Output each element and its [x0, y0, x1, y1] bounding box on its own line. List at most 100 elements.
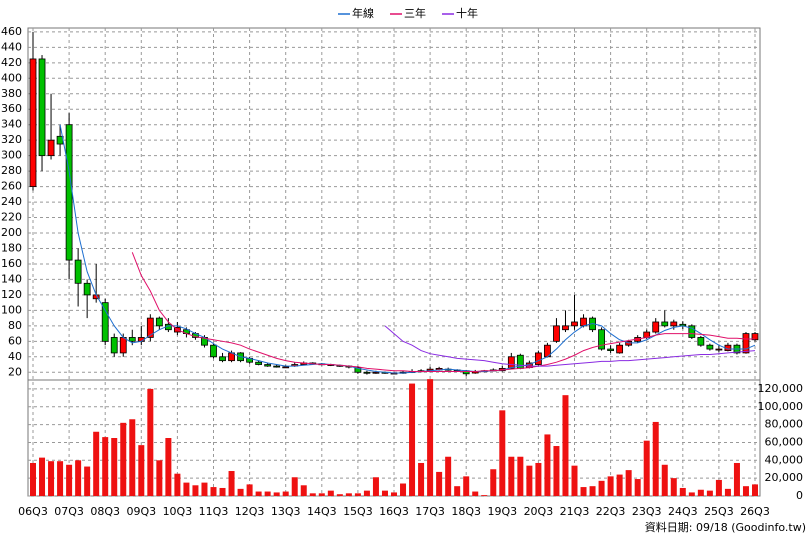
volume-bar — [228, 471, 235, 496]
y-tick-label: 340 — [1, 118, 22, 131]
volume-bar — [264, 491, 271, 496]
volume-bar — [354, 493, 361, 496]
volume-bar — [327, 490, 334, 496]
y-tick-label: 200 — [1, 226, 22, 239]
y-tick-label: 80 — [8, 319, 22, 332]
candle-body — [101, 302, 109, 342]
y2-tick-label: 120,000 — [758, 382, 804, 395]
x-tick-label: 11Q3 — [199, 505, 229, 518]
volume-bar — [598, 480, 605, 496]
volume-bar — [535, 462, 542, 496]
ma-line — [59, 124, 756, 374]
volume-bar — [472, 491, 479, 496]
candle-body — [29, 58, 37, 187]
volume-bar — [147, 388, 154, 496]
x-tick-label: 13Q3 — [271, 505, 301, 518]
volume-bar — [273, 492, 280, 496]
volume-bar — [418, 462, 425, 496]
volume-bar — [93, 431, 100, 496]
volume-bar — [111, 438, 118, 496]
volume-bar — [372, 477, 379, 496]
y2-tick-label: 20,000 — [765, 471, 804, 484]
candle-body — [553, 325, 560, 342]
volume-bar — [580, 487, 587, 496]
x-tick-label: 15Q3 — [343, 505, 373, 518]
candle-body — [128, 337, 136, 342]
volume-bar — [336, 494, 343, 496]
volume-bar — [454, 486, 461, 496]
volume-bar — [138, 445, 145, 496]
volume-bar — [508, 456, 515, 496]
legend-label: 年線 — [352, 6, 374, 20]
volume-bar — [237, 488, 244, 496]
x-tick-label: 17Q3 — [415, 505, 445, 518]
volume-bar — [490, 469, 497, 496]
ma-line — [131, 252, 755, 372]
x-tick-label: 22Q3 — [596, 505, 626, 518]
y-tick-label: 120 — [1, 288, 22, 301]
candle-body — [146, 317, 154, 338]
y-tick-label: 280 — [1, 164, 22, 177]
candle-body — [670, 321, 678, 327]
legend-label: 十年 — [456, 6, 478, 20]
volume-bar — [400, 483, 407, 496]
x-tick-label: 07Q3 — [54, 505, 84, 518]
x-tick-label: 14Q3 — [307, 505, 337, 518]
x-tick-label: 19Q3 — [487, 505, 517, 518]
volume-bar — [697, 489, 704, 496]
y-tick-label: 20 — [8, 365, 22, 378]
volume-bar — [120, 422, 127, 496]
volume-bar — [363, 490, 370, 496]
volume-bar — [445, 456, 452, 496]
candle-body — [715, 348, 723, 351]
volume-bar — [427, 379, 434, 496]
y-tick-label: 440 — [1, 40, 22, 53]
x-tick-label: 08Q3 — [90, 505, 120, 518]
volume-bar — [192, 485, 199, 496]
volume-bar — [706, 490, 713, 496]
candle-body — [751, 333, 759, 341]
y2-tick-label: 60,000 — [765, 435, 804, 448]
candle-body — [652, 321, 660, 333]
candle-body — [363, 371, 371, 374]
volume-bar — [752, 484, 758, 496]
candle-body — [688, 325, 696, 338]
volume-bar — [39, 457, 46, 496]
volume-bar — [652, 421, 659, 496]
legend-label: 三年 — [404, 6, 426, 20]
volume-bar — [219, 487, 226, 496]
volume-bar — [183, 482, 190, 496]
candle-body — [38, 58, 46, 157]
candle-body — [580, 317, 587, 327]
volume-bar — [174, 473, 181, 496]
x-tick-label: 25Q3 — [704, 505, 734, 518]
y-tick-label: 400 — [1, 71, 22, 84]
candle-body — [273, 365, 281, 368]
volume-bar — [562, 395, 569, 496]
volume-bar — [634, 479, 641, 496]
candle-body — [155, 317, 163, 327]
volume-bar — [84, 466, 91, 496]
candle-body — [47, 139, 55, 157]
candle-body — [119, 337, 127, 354]
y-tick-label: 100 — [1, 303, 22, 316]
candle-body — [507, 356, 515, 369]
volume-bar — [156, 460, 163, 496]
volume-bar — [544, 434, 551, 496]
x-tick-label: 10Q3 — [163, 505, 193, 518]
candle-body — [354, 367, 362, 373]
volume-bar — [688, 492, 695, 496]
candle-body — [65, 124, 73, 261]
y2-tick-label: 100,000 — [758, 400, 804, 413]
candle-body — [706, 344, 714, 350]
y-tick-label: 260 — [1, 180, 22, 193]
y-tick-label: 360 — [1, 102, 22, 115]
volume-bar — [381, 490, 388, 496]
candle-body — [562, 325, 569, 331]
volume-bar — [291, 477, 298, 496]
volume-bar — [724, 488, 731, 496]
volume-bar — [679, 487, 686, 496]
candle-body — [255, 361, 263, 365]
volume-bar — [318, 493, 325, 496]
